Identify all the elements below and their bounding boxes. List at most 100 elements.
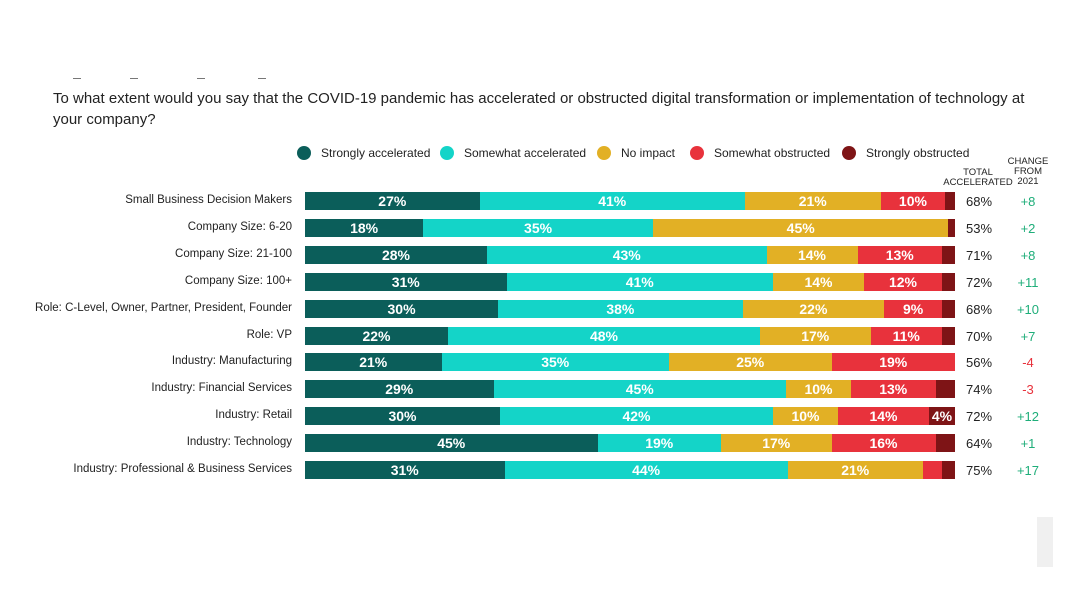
bar-segment [942,245,955,264]
bar-segment [942,461,955,479]
bar-row: 21% 35% 25% 19% [305,353,955,372]
scrollbar[interactable] [1037,517,1053,567]
category-label: Company Size: 21-100 [175,247,292,260]
bar-segment: 14% [773,272,864,291]
bar-row: 27% 41% 21% 10% [305,192,955,210]
total-accelerated-value: 74% [965,382,993,398]
total-accelerated-value: 70% [965,328,993,344]
category-label: Industry: Manufacturing [171,355,292,368]
change-value: +8 [1020,247,1036,263]
total-accelerated-value: 72% [965,409,993,425]
legend-swatch [440,146,454,160]
legend-label: Strongly accelerated [321,146,431,160]
category-label: Role: C-Level, Owner, Partner, President… [35,301,292,314]
bar-segment: 13% [857,245,942,264]
bar-segment: 43% [487,245,767,264]
bar-segment: 10% [786,380,851,399]
bar-row: 18% 35% 45% [305,218,955,237]
bar-segment [942,299,955,318]
change-value: -4 [1022,355,1034,371]
bar-segment: 35% [423,218,653,237]
category-label: Role: VP [246,328,292,341]
bar-segment: 19% [597,434,721,453]
bar-segment: 4% [929,407,955,426]
bar-segment: 21% [744,192,881,210]
bar-segment: 17% [721,434,832,453]
bar-segment: 14% [766,245,858,264]
category-label: Industry: Retail [215,409,292,422]
bar-segment: 18% [305,218,424,237]
bar-segment: 22% [305,326,448,345]
category-label: Industry: Financial Services [151,382,292,395]
total-accelerated-value: 68% [965,301,993,317]
category-label: Company Size: 100+ [184,274,292,287]
bar-segment [945,192,955,210]
bar-segment: 41% [506,272,773,291]
bar-row: 22% 48% 17% 11% [305,326,955,345]
bar-segment: 9% [884,299,943,318]
bar-segment: 25% [669,353,832,372]
bar-segment: 29% [305,380,494,399]
bar-segment: 31% [305,461,505,479]
bar-segment: 38% [498,299,743,318]
bar-segment: 10% [773,407,838,426]
category-label: Company Size: 6-20 [187,220,292,233]
bar-segment: 21% [305,353,442,372]
change-value: +12 [1016,409,1040,425]
bar-segment: 14% [838,407,929,426]
bar-row: 31% 44% 21% [305,461,955,479]
bar-row: 30% 38% 22% 9% [305,299,955,318]
change-header: CHANGE FROM 2021 [1007,156,1049,187]
category-label: Industry: Technology [186,436,292,449]
bar-segment [922,461,943,479]
cut-off-text [130,78,138,79]
bar-segment: 11% [870,326,942,345]
bar-row: 28% 43% 14% 13% [305,245,955,264]
bar-segment: 27% [305,192,480,210]
legend-label: Somewhat accelerated [464,146,587,160]
total-accelerated-value: 71% [965,247,993,263]
bar-segment: 10% [880,192,946,210]
category-label: Industry: Professional & Business Servic… [73,463,292,475]
bar-segment [948,218,955,237]
total-accelerated-value: 56% [965,355,993,371]
legend-label: Strongly obstructed [866,146,970,160]
bar-segment [935,380,955,399]
bar-segment: 45% [652,218,949,237]
legend-item: Somewhat obstructed [690,146,830,160]
total-accelerated-value: 68% [965,194,993,209]
bar-row: 29% 45% 10% 13% [305,380,955,399]
total-accelerated-value: 53% [965,220,993,236]
cut-off-text [258,78,266,79]
bar-segment: 12% [864,272,942,291]
total-accelerated-header: TOTAL ACCELERATED [943,167,1013,188]
bar-segment: 21% [787,461,923,479]
total-accelerated-value: 64% [965,436,993,452]
cut-off-text [73,78,81,79]
total-accelerated-value: 75% [965,463,993,478]
bar-segment: 30% [305,407,500,426]
legend-swatch [842,146,856,160]
bar-row: 31% 41% 14% 12% [305,272,955,291]
category-label: Small Business Decision Makers [125,194,292,206]
bar-segment [935,434,955,453]
bar-segment: 45% [493,380,786,399]
change-value: +11 [1017,274,1039,290]
change-value: +7 [1020,328,1036,344]
bar-segment: 35% [441,353,669,372]
change-value: +17 [1016,463,1040,478]
change-value: +2 [1020,220,1036,236]
bar-row: 30% 42% 10% 14% 4% [305,407,955,426]
bar-segment: 42% [500,407,773,426]
bar-segment: 28% [305,245,487,264]
total-accelerated-value: 72% [965,274,993,290]
legend-swatch [297,146,311,160]
legend-item: No impact [597,146,675,160]
legend-swatch [690,146,704,160]
survey-question: To what extent would you say that the CO… [53,90,1025,128]
cut-off-text [197,78,205,79]
bar-segment: 48% [448,326,760,345]
change-value: +1 [1020,436,1036,452]
legend-label: No impact [621,146,676,160]
bar-segment: 22% [742,299,885,318]
